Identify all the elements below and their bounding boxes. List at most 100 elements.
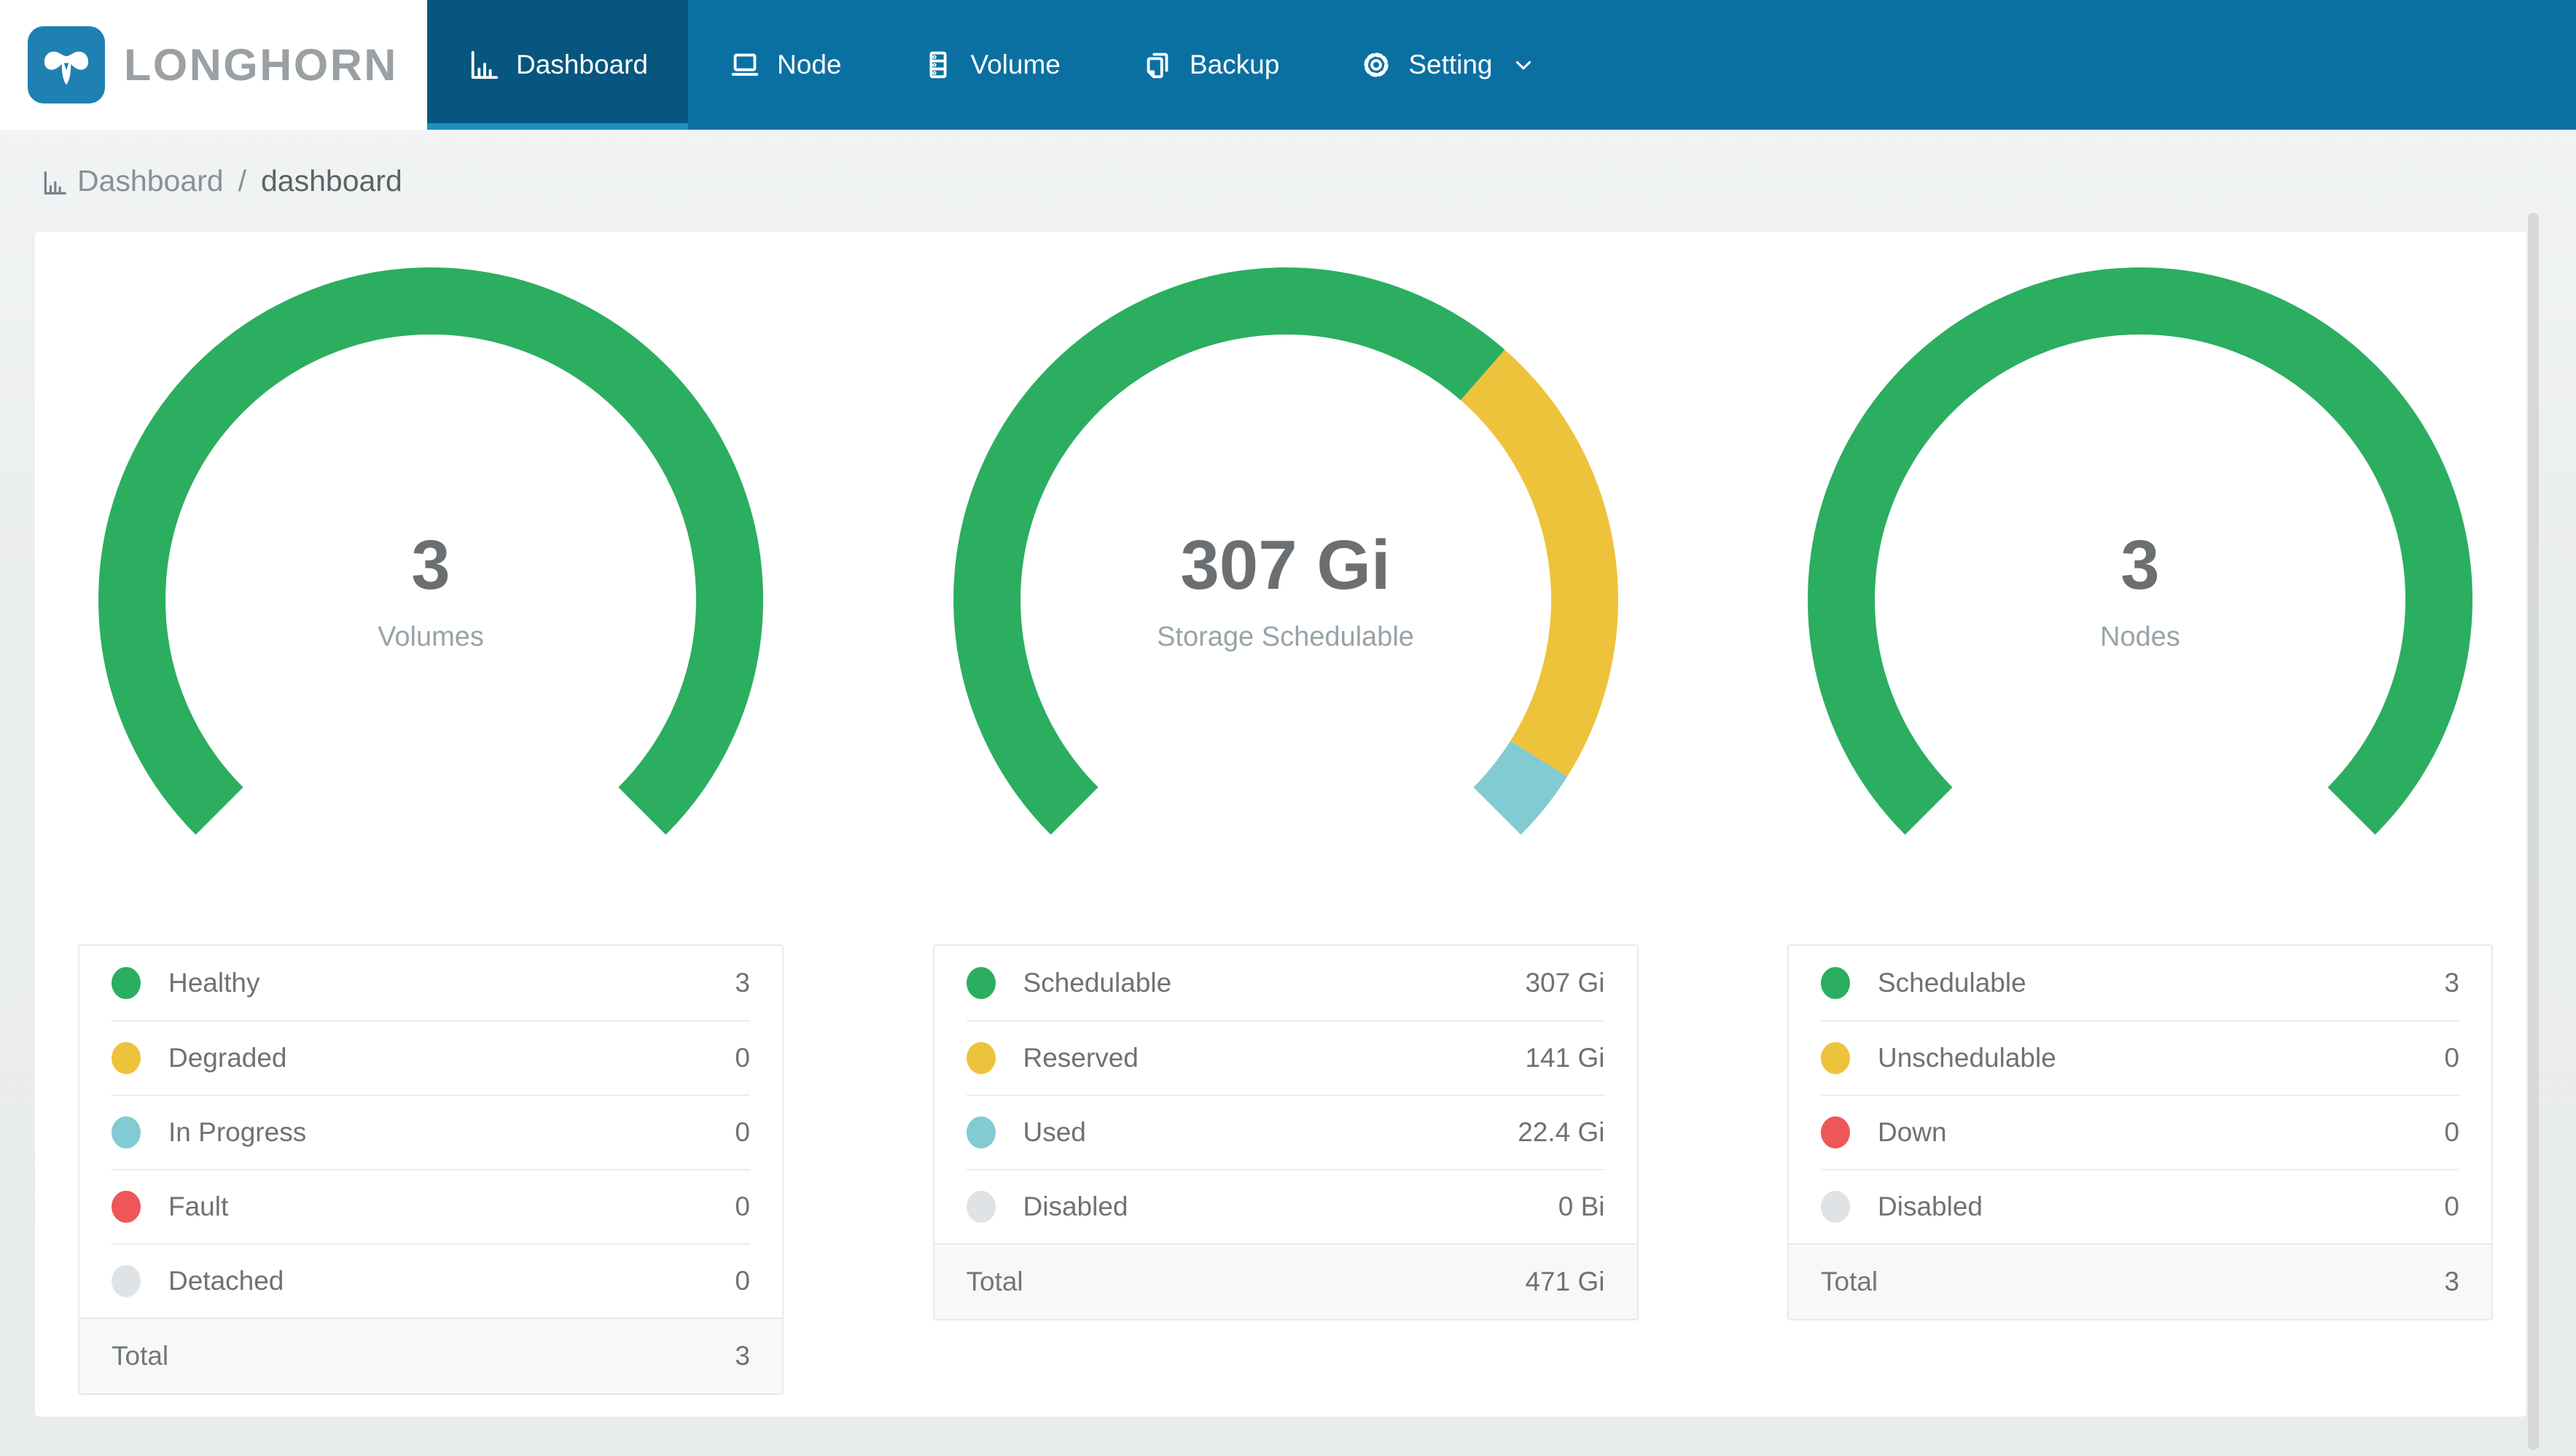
legend-dot: [112, 1265, 141, 1297]
legend-dot: [1821, 1191, 1850, 1223]
legend-value: 0: [735, 1117, 750, 1147]
legend-dot: [966, 1042, 996, 1074]
breadcrumb-page: dashboard: [260, 163, 402, 197]
gauge-segment-schedulable: [953, 267, 1504, 835]
total-label: Total: [966, 1267, 1023, 1296]
main-nav: Dashboard Node Volume: [427, 0, 1576, 130]
bar-chart-icon: [467, 48, 501, 82]
legend-label: Detached: [168, 1266, 284, 1296]
legend-label: Degraded: [168, 1043, 287, 1073]
volumes-gauge: 3 Volumes: [78, 232, 784, 944]
legend-value: 307 Gi: [1525, 968, 1605, 998]
gauge-segment-schedulable: [1808, 267, 2472, 835]
legend-label: Schedulable: [1023, 968, 1172, 998]
nav-item-node[interactable]: Node: [688, 0, 881, 130]
legend-row: In Progress 0: [79, 1095, 782, 1169]
gear-icon: [1359, 48, 1393, 82]
chevron-down-icon: [1508, 52, 1536, 77]
legend-dot: [966, 1116, 996, 1148]
server-icon: [921, 48, 955, 82]
legend-value: 0: [2444, 1117, 2459, 1147]
legend-label: Schedulable: [1878, 968, 2026, 998]
nodes-panel: 3 Nodes Schedulable 3 Unschedulable 0 Down 0 D…: [1787, 232, 2493, 1417]
legend-value: 0 Bi: [1558, 1191, 1605, 1221]
legend-label: Disabled: [1878, 1191, 1983, 1221]
gauge-segment-used: [1472, 740, 1567, 835]
legend-row: Used 22.4 Gi: [934, 1095, 1637, 1169]
legend-label: Used: [1023, 1117, 1086, 1147]
legend-value: 0: [2444, 1043, 2459, 1073]
nav-item-label: Setting: [1408, 50, 1493, 79]
legend-value: 0: [2444, 1191, 2459, 1221]
legend-label: Fault: [168, 1191, 229, 1221]
longhorn-bull-icon: [44, 51, 89, 85]
legend-label: In Progress: [168, 1117, 307, 1147]
legend-total-row: Total 3: [1789, 1243, 2491, 1319]
total-value: 3: [735, 1341, 750, 1371]
nav-item-volume[interactable]: Volume: [881, 0, 1100, 130]
nav-item-label: Node: [777, 50, 842, 79]
legend-dot: [112, 967, 141, 999]
logo[interactable]: LONGHORN: [0, 0, 427, 130]
volumes-panel: 3 Volumes Healthy 3 Degraded 0 In Progress 0 F…: [78, 232, 784, 1417]
legend-row: Reserved 141 Gi: [934, 1020, 1637, 1095]
dashboard-card: 3 Volumes Healthy 3 Degraded 0 In Progress 0 F…: [35, 232, 2526, 1417]
legend-dot: [966, 967, 996, 999]
legend-row: Disabled 0: [1789, 1169, 2491, 1243]
nav-item-dashboard[interactable]: Dashboard: [427, 0, 689, 130]
copy-icon: [1141, 48, 1174, 82]
gauge-segment-reserved: [1460, 349, 1618, 777]
legend-value: 0: [735, 1191, 750, 1221]
breadcrumb-separator: /: [238, 163, 246, 197]
storage-legend-table: Schedulable 307 Gi Reserved 141 Gi Used 22.4 …: [932, 944, 1639, 1320]
nav-item-label: Volume: [970, 50, 1061, 79]
total-value: 3: [2444, 1267, 2459, 1296]
breadcrumb: Dashboard / dashboard: [0, 130, 2576, 232]
nav-item-setting[interactable]: Setting: [1319, 0, 1575, 130]
legend-row: Disabled 0 Bi: [934, 1169, 1637, 1243]
storage-gauge-ring: [953, 267, 1618, 835]
longhorn-bull-icon: [28, 26, 105, 103]
legend-dot: [112, 1116, 141, 1148]
legend-value: 141 Gi: [1525, 1043, 1605, 1073]
vertical-scrollbar-thumb[interactable]: [2528, 213, 2539, 1450]
nav-item-label: Dashboard: [516, 50, 649, 79]
gauge-segment-healthy: [98, 267, 763, 835]
legend-dot: [112, 1191, 141, 1223]
legend-value: 22.4 Gi: [1518, 1117, 1605, 1147]
legend-row: Down 0: [1789, 1095, 2491, 1169]
legend-dot: [1821, 967, 1850, 999]
volumes-legend-table: Healthy 3 Degraded 0 In Progress 0 Fault 0 Detac…: [78, 944, 784, 1395]
legend-row: Healthy 3: [79, 946, 782, 1020]
nodes-gauge: 3 Nodes: [1787, 232, 2493, 944]
legend-row: Schedulable 3: [1789, 946, 2491, 1020]
legend-total-row: Total 471 Gi: [934, 1243, 1637, 1319]
nodes-legend-table: Schedulable 3 Unschedulable 0 Down 0 Disabled 0…: [1787, 944, 2493, 1320]
legend-label: Reserved: [1023, 1043, 1139, 1073]
legend-value: 3: [735, 968, 750, 998]
legend-row: Degraded 0: [79, 1020, 782, 1095]
legend-dot: [1821, 1116, 1850, 1148]
legend-label: Healthy: [168, 968, 260, 998]
legend-row: Detached 0: [79, 1243, 782, 1318]
brand-name: LONGHORN: [124, 40, 398, 90]
legend-label: Down: [1878, 1117, 1947, 1147]
nav-item-label: Backup: [1189, 50, 1280, 79]
total-label: Total: [1821, 1267, 1878, 1296]
legend-total-row: Total 3: [79, 1318, 782, 1393]
nav-item-backup[interactable]: Backup: [1101, 0, 1319, 130]
legend-row: Schedulable 307 Gi: [934, 946, 1637, 1020]
legend-row: Unschedulable 0: [1789, 1020, 2491, 1095]
legend-label: Unschedulable: [1878, 1043, 2056, 1073]
top-navbar: LONGHORN Dashboard Node: [0, 0, 2576, 130]
legend-dot: [112, 1042, 141, 1074]
bar-chart-icon: [41, 165, 69, 197]
volumes-gauge-ring: [98, 267, 763, 835]
legend-dot: [1821, 1042, 1850, 1074]
legend-value: 0: [735, 1266, 750, 1296]
nodes-gauge-ring: [1808, 267, 2472, 835]
legend-value: 0: [735, 1043, 750, 1073]
breadcrumb-section[interactable]: Dashboard: [77, 163, 224, 197]
laptop-icon: [728, 48, 762, 82]
legend-dot: [966, 1191, 996, 1223]
